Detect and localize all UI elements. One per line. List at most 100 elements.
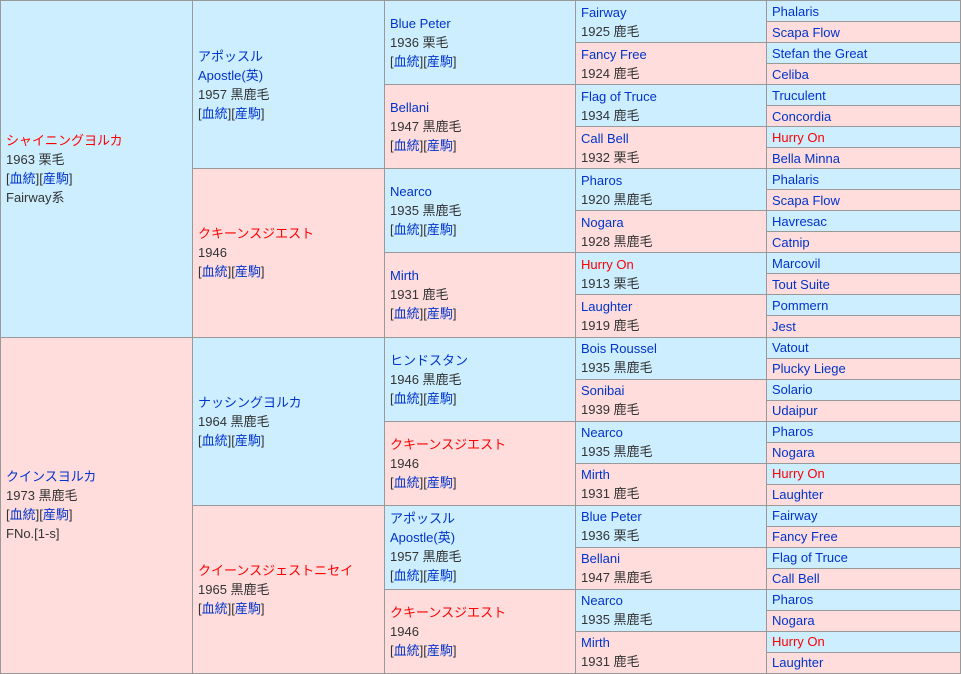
horse-name-link[interactable]: クキーンスジエスト bbox=[198, 226, 315, 242]
horse-name-link[interactable]: Vatout bbox=[772, 340, 809, 356]
horse-name-link[interactable]: Pharos bbox=[581, 172, 623, 188]
offspring-link[interactable]: 産駒 bbox=[42, 170, 69, 186]
horse-name-link[interactable]: Fairway bbox=[581, 4, 627, 20]
horse-name-link[interactable]: クキーンスジエスト bbox=[390, 604, 507, 620]
horse-name-link[interactable]: Celiba bbox=[772, 66, 809, 82]
blood-link[interactable]: 血統 bbox=[393, 568, 420, 584]
horse-name-link[interactable]: Tout Suite bbox=[772, 276, 830, 292]
offspring-link[interactable]: 産駒 bbox=[234, 432, 261, 448]
offspring-link[interactable]: 産駒 bbox=[42, 507, 69, 523]
horse-name-link[interactable]: Flag of Truce bbox=[581, 88, 657, 104]
horse-name-link[interactable]: Phalaris bbox=[772, 3, 819, 19]
horse-name-link[interactable]: アポッスル bbox=[390, 511, 456, 527]
horse-name-link[interactable]: Mirth bbox=[390, 268, 419, 284]
blood-link[interactable]: 血統 bbox=[9, 507, 36, 523]
horse-name-link[interactable]: Mirth bbox=[581, 635, 610, 651]
pedigree-cell-gen4-9: Sonibai 1939 鹿毛 bbox=[575, 378, 767, 422]
horse-name-link[interactable]: ヒンドスタン bbox=[390, 352, 469, 368]
horse-name-link[interactable]: Nogara bbox=[772, 613, 815, 629]
offspring-link[interactable]: 産駒 bbox=[426, 642, 453, 658]
horse-name-link[interactable]: Bellani bbox=[581, 551, 621, 567]
horse-name-link[interactable]: Nogara bbox=[581, 214, 624, 230]
blood-link[interactable]: 血統 bbox=[393, 642, 420, 658]
horse-name-link[interactable]: Blue Peter bbox=[390, 16, 451, 32]
blood-link[interactable]: 血統 bbox=[393, 306, 420, 322]
horse-name-link[interactable]: Scapa Flow bbox=[772, 24, 840, 40]
horse-name-link[interactable]: Laughter bbox=[772, 655, 824, 671]
horse-name-link[interactable]: Solario bbox=[772, 382, 813, 398]
horse-name-link[interactable]: Marcovil bbox=[772, 255, 821, 271]
offspring-link[interactable]: 産駒 bbox=[234, 264, 261, 280]
horse-name-link[interactable]: Hurry On bbox=[772, 634, 825, 650]
blood-link[interactable]: 血統 bbox=[393, 54, 420, 70]
bracket: ] bbox=[227, 600, 232, 616]
horse-name-link[interactable]: Concordia bbox=[772, 108, 832, 124]
blood-link[interactable]: 血統 bbox=[9, 170, 36, 186]
offspring-link[interactable]: 産駒 bbox=[234, 105, 261, 121]
offspring-link[interactable]: 産駒 bbox=[426, 306, 453, 322]
horse-name-link[interactable]: Plucky Liege bbox=[772, 361, 846, 377]
horse-name-link[interactable]: Truculent bbox=[772, 87, 826, 103]
horse-name-link[interactable]: Pommern bbox=[772, 297, 829, 313]
horse-name-link[interactable]: Pharos bbox=[772, 592, 814, 608]
horse-name-link[interactable]: Fairway bbox=[772, 508, 818, 524]
bracket: ] bbox=[419, 390, 424, 406]
horse-name-link[interactable]: Bellani bbox=[390, 100, 430, 116]
bracket: ] bbox=[260, 264, 265, 280]
horse-name-link[interactable]: Sonibai bbox=[581, 383, 625, 399]
horse-name-link[interactable]: Stefan the Great bbox=[772, 45, 868, 61]
pedigree-cell-gen4-8: Bois Roussel 1935 黒鹿毛 bbox=[575, 336, 767, 380]
horse-name-link[interactable]: Call Bell bbox=[581, 130, 629, 146]
horse-name-link[interactable]: Mirth bbox=[581, 467, 610, 483]
horse-name-link[interactable]: Call Bell bbox=[772, 571, 820, 587]
horse-name-link[interactable]: Hurry On bbox=[772, 129, 825, 145]
pedigree-cell-gen5-2: Stefan the Great bbox=[766, 42, 961, 65]
offspring-link[interactable]: 産駒 bbox=[426, 54, 453, 70]
blood-link[interactable]: 血統 bbox=[201, 105, 228, 121]
horse-name-link[interactable]: Fancy Free bbox=[772, 529, 838, 545]
horse-name-link[interactable]: クインスヨルカ bbox=[6, 469, 97, 485]
horse-name-link[interactable]: Flag of Truce bbox=[772, 550, 848, 566]
blood-link[interactable]: 血統 bbox=[201, 600, 228, 616]
horse-name-link[interactable]: Laughter bbox=[581, 298, 633, 314]
horse-name-link[interactable]: Udaipur bbox=[772, 403, 818, 419]
offspring-link[interactable]: 産駒 bbox=[426, 568, 453, 584]
horse-name-link[interactable]: Fancy Free bbox=[581, 46, 647, 62]
blood-link[interactable]: 血統 bbox=[201, 432, 228, 448]
offspring-link[interactable]: 産駒 bbox=[426, 474, 453, 490]
offspring-link[interactable]: 産駒 bbox=[234, 600, 261, 616]
horse-name-link[interactable]: Bois Roussel bbox=[581, 341, 657, 357]
horse-name-link[interactable]: Hurry On bbox=[772, 466, 825, 482]
horse-name-link[interactable]: Havresac bbox=[772, 213, 827, 229]
bracket: ] bbox=[452, 222, 457, 238]
bracket: [ bbox=[6, 170, 10, 186]
offspring-link[interactable]: 産駒 bbox=[426, 222, 453, 238]
horse-name-link[interactable]: アポッスル bbox=[198, 48, 264, 64]
horse-name-link[interactable]: ナッシングヨルカ bbox=[198, 394, 302, 410]
profile-links: [血統][産駒] bbox=[390, 136, 573, 155]
horse-name-link[interactable]: Scapa Flow bbox=[772, 192, 840, 208]
offspring-link[interactable]: 産駒 bbox=[426, 390, 453, 406]
horse-name-link[interactable]: Blue Peter bbox=[581, 509, 642, 525]
horse-name-link[interactable]: Phalaris bbox=[772, 171, 819, 187]
blood-link[interactable]: 血統 bbox=[393, 390, 420, 406]
horse-name-link[interactable]: クイーンスジェストニセイ bbox=[198, 562, 354, 578]
blood-link[interactable]: 血統 bbox=[393, 222, 420, 238]
horse-name-link[interactable]: Nearco bbox=[581, 593, 623, 609]
blood-link[interactable]: 血統 bbox=[393, 138, 420, 154]
horse-name-link[interactable]: Catnip bbox=[772, 234, 810, 250]
horse-name-link[interactable]: Nearco bbox=[390, 184, 432, 200]
horse-name-link[interactable]: Bella Minna bbox=[772, 150, 840, 166]
blood-link[interactable]: 血統 bbox=[393, 474, 420, 490]
bracket: ] bbox=[419, 306, 424, 322]
horse-name-link[interactable]: Laughter bbox=[772, 487, 824, 503]
offspring-link[interactable]: 産駒 bbox=[426, 138, 453, 154]
horse-name-link[interactable]: Pharos bbox=[772, 424, 814, 440]
horse-name-link[interactable]: Nearco bbox=[581, 425, 623, 441]
horse-name-link[interactable]: Nogara bbox=[772, 445, 815, 461]
blood-link[interactable]: 血統 bbox=[201, 264, 228, 280]
horse-name-link[interactable]: シャイニングヨルカ bbox=[6, 132, 123, 148]
horse-name-link[interactable]: Hurry On bbox=[581, 256, 634, 272]
horse-name-link[interactable]: Jest bbox=[772, 318, 796, 334]
horse-name-link[interactable]: クキーンスジエスト bbox=[390, 436, 507, 452]
